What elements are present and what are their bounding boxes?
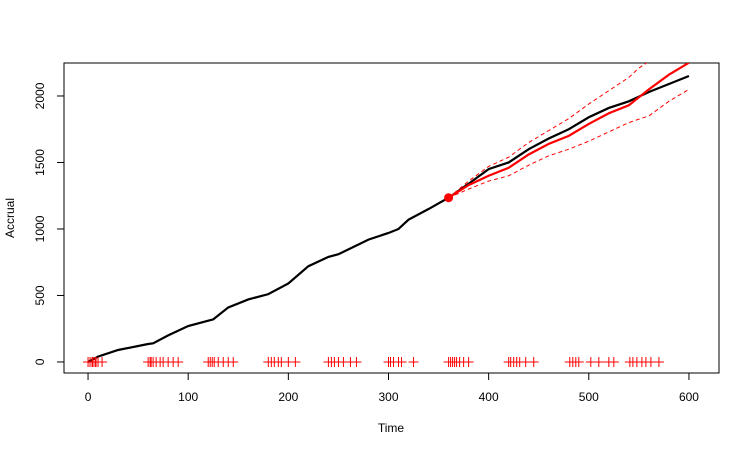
x-tick-label: 0 bbox=[85, 390, 92, 404]
plus-marker bbox=[608, 356, 619, 367]
plus-marker bbox=[173, 356, 184, 367]
x-tick-label: 200 bbox=[278, 390, 298, 404]
y-tick-label: 2000 bbox=[33, 82, 47, 109]
plus-marker bbox=[408, 356, 419, 367]
series-line bbox=[87, 75, 690, 363]
plus-marker bbox=[290, 356, 301, 367]
series-line bbox=[448, 63, 648, 199]
plus-marker bbox=[396, 356, 407, 367]
y-tick-label: 1500 bbox=[33, 149, 47, 176]
plus-marker bbox=[463, 356, 474, 367]
plus-marker bbox=[97, 356, 108, 367]
plus-marker bbox=[228, 356, 239, 367]
y-tick-label: 500 bbox=[33, 285, 47, 305]
data-point bbox=[444, 193, 454, 203]
y-tick-label: 1000 bbox=[33, 215, 47, 242]
plot-area bbox=[83, 63, 690, 367]
plus-marker bbox=[593, 356, 604, 367]
plus-marker bbox=[573, 356, 584, 367]
series-line bbox=[448, 63, 690, 199]
x-tick-label: 600 bbox=[679, 390, 699, 404]
x-axis-label: Time bbox=[378, 421, 405, 435]
x-tick-label: 100 bbox=[178, 390, 198, 404]
y-tick-label: 0 bbox=[33, 358, 47, 365]
x-tick-label: 500 bbox=[579, 390, 599, 404]
y-axis-label: Accrual bbox=[3, 198, 17, 238]
plus-marker bbox=[351, 356, 362, 367]
plus-marker bbox=[653, 356, 664, 367]
series-line bbox=[448, 88, 690, 199]
x-tick-label: 400 bbox=[479, 390, 499, 404]
x-tick-label: 300 bbox=[378, 390, 398, 404]
plus-marker bbox=[528, 356, 539, 367]
